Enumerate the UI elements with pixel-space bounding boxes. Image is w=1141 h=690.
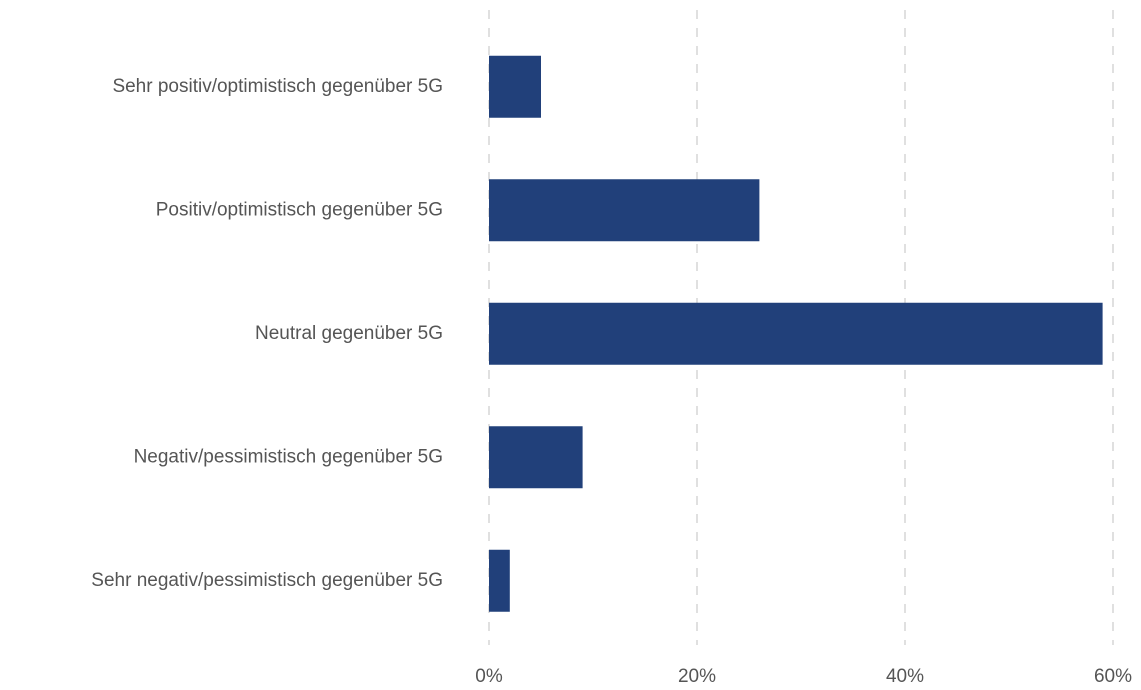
bar xyxy=(489,179,760,242)
x-tick-label: 0% xyxy=(475,666,503,687)
bar xyxy=(489,426,583,489)
y-tick-label: Sehr negativ/pessimistisch gegenüber 5G xyxy=(91,570,443,591)
x-tick-label: 40% xyxy=(886,666,924,687)
y-tick-label: Negativ/pessimistisch gegenüber 5G xyxy=(134,446,443,467)
x-tick-label: 60% xyxy=(1094,666,1132,687)
bar xyxy=(489,549,510,612)
bar xyxy=(489,302,1103,365)
y-tick-label: Neutral gegenüber 5G xyxy=(255,323,443,344)
x-tick-label: 20% xyxy=(678,666,716,687)
bar xyxy=(489,55,541,118)
y-tick-label: Sehr positiv/optimistisch gegenüber 5G xyxy=(112,76,443,97)
y-tick-label: Positiv/optimistisch gegenüber 5G xyxy=(156,199,443,220)
